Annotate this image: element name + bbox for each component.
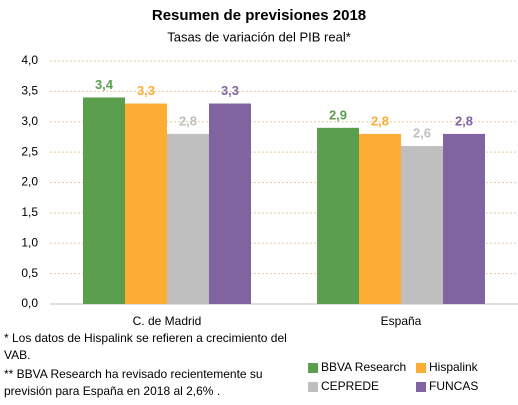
footnote: ** BBVA Research ha revisado recientemen… <box>4 367 263 398</box>
y-tick-label: 0,5 <box>21 266 38 280</box>
y-tick-label: 2,0 <box>21 175 38 189</box>
bar <box>317 127 359 304</box>
bar <box>401 146 443 304</box>
x-tick-label: España <box>381 314 422 328</box>
legend-label: CEPREDE <box>321 379 379 393</box>
y-tick-label: 1,5 <box>21 205 38 219</box>
bar <box>209 103 251 305</box>
y-tick-label: 2,5 <box>21 144 38 158</box>
legend-swatch <box>308 382 318 392</box>
footnote: * Los datos de Hispalink se refieren a c… <box>4 331 287 362</box>
x-tick-label: C. de Madrid <box>133 314 202 328</box>
y-tick-label: 4,0 <box>21 53 38 67</box>
value-label: 2,8 <box>371 113 389 128</box>
value-label: 2,9 <box>329 107 347 122</box>
y-tick-label: 0,0 <box>21 296 38 310</box>
bar <box>359 133 401 304</box>
bar <box>83 97 125 304</box>
chart-title: Resumen de previsiones 2018 <box>152 7 366 24</box>
value-label: 3,3 <box>137 83 155 98</box>
value-label: 2,6 <box>413 125 431 140</box>
value-label: 2,8 <box>179 113 197 128</box>
legend-label: BBVA Research <box>321 360 406 374</box>
legend-label: FUNCAS <box>429 379 478 393</box>
bar <box>443 133 485 304</box>
chart-subtitle: Tasas de variación del PIB real* <box>167 29 351 44</box>
legend-swatch <box>416 382 426 392</box>
value-label: 3,3 <box>221 83 239 98</box>
bar <box>125 103 167 305</box>
y-tick-label: 1,0 <box>21 235 38 249</box>
legend-swatch <box>416 363 426 373</box>
y-tick-label: 3,5 <box>21 84 38 98</box>
y-tick-label: 3,0 <box>21 114 38 128</box>
value-label: 2,8 <box>455 113 473 128</box>
bar <box>167 133 209 304</box>
legend-label: Hispalink <box>429 360 479 374</box>
legend-swatch <box>308 363 318 373</box>
value-label: 3,4 <box>95 77 114 92</box>
